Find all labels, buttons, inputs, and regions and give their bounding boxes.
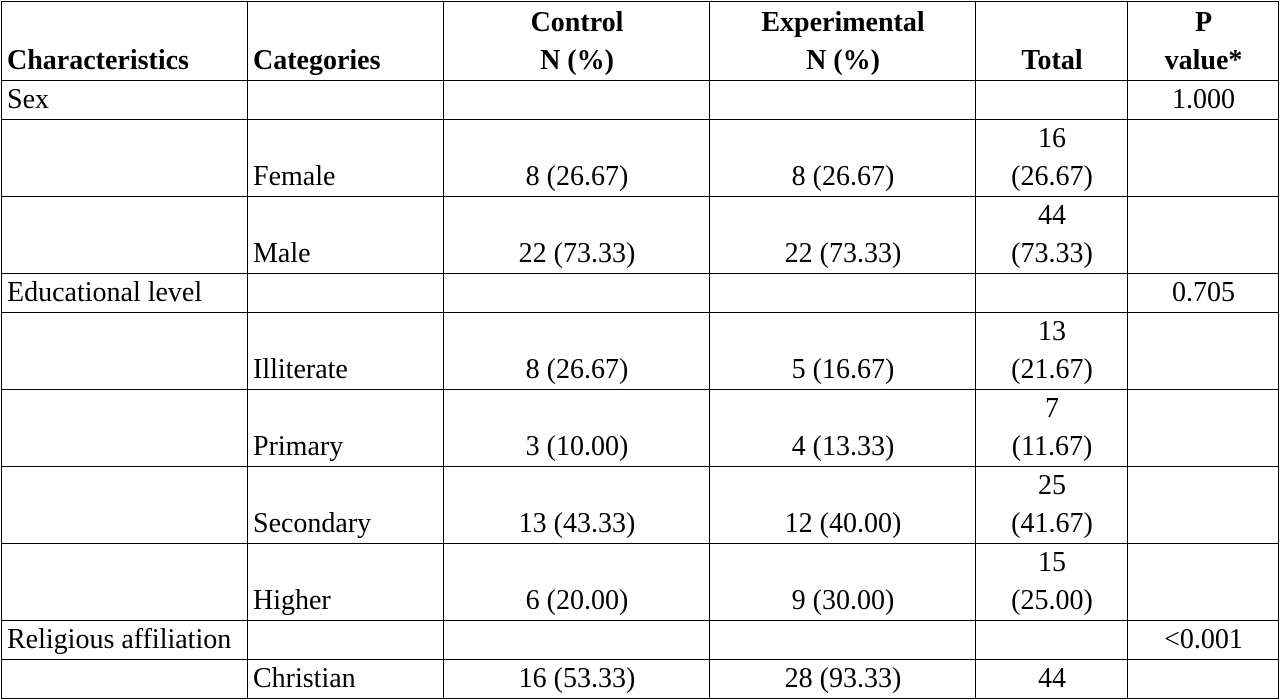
table-row: Christian 16 (53.33) 28 (93.33) 44 — [1, 659, 1279, 699]
experimental-cell: 22 (73.33) — [709, 196, 976, 274]
experimental-cell: 4 (13.33) — [709, 389, 976, 467]
experimental-cell: 5 (16.67) — [709, 312, 976, 390]
category-cell: Higher — [247, 543, 444, 621]
total-cell: 13 (21.67) — [975, 312, 1128, 390]
category-cell: Christian — [247, 659, 444, 699]
header-p-value: P value* — [1127, 1, 1279, 81]
category-cell: Female — [247, 119, 444, 197]
empty-cell — [247, 620, 444, 660]
empty-cell — [1, 466, 248, 544]
control-cell: 22 (73.33) — [443, 196, 710, 274]
empty-cell — [443, 273, 710, 313]
empty-cell — [1127, 389, 1279, 467]
header-total: Total — [975, 1, 1128, 81]
experimental-cell: 28 (93.33) — [709, 659, 976, 699]
group-row-educational-level: Educational level 0.705 — [1, 273, 1279, 313]
category-cell: Primary — [247, 389, 444, 467]
category-cell: Secondary — [247, 466, 444, 544]
empty-cell — [1127, 466, 1279, 544]
header-characteristics: Characteristics — [1, 1, 248, 81]
p-value-cell: 1.000 — [1127, 80, 1279, 120]
control-cell: 8 (26.67) — [443, 119, 710, 197]
experimental-cell: 8 (26.67) — [709, 119, 976, 197]
empty-cell — [1127, 543, 1279, 621]
empty-cell — [1, 312, 248, 390]
empty-cell — [1, 196, 248, 274]
header-row: Characteristics Categories Control N (%)… — [1, 1, 1279, 81]
total-cell: 44 (73.33) — [975, 196, 1128, 274]
empty-cell — [247, 273, 444, 313]
empty-cell — [443, 620, 710, 660]
experimental-cell: 9 (30.00) — [709, 543, 976, 621]
total-cell: 16 (26.67) — [975, 119, 1128, 197]
total-cell: 25 (41.67) — [975, 466, 1128, 544]
group-row-sex: Sex 1.000 — [1, 80, 1279, 120]
control-cell: 6 (20.00) — [443, 543, 710, 621]
characteristic-cell: Religious affiliation — [1, 620, 248, 660]
group-row-religious-affiliation: Religious affiliation <0.001 — [1, 620, 1279, 660]
header-control: Control N (%) — [443, 1, 710, 81]
empty-cell — [1127, 119, 1279, 197]
table-row: Male 22 (73.33) 22 (73.33) 44 (73.33) — [1, 196, 1279, 274]
table-row: Illiterate 8 (26.67) 5 (16.67) 13 (21.67) — [1, 312, 1279, 390]
control-cell: 13 (43.33) — [443, 466, 710, 544]
empty-cell — [1, 659, 248, 699]
empty-cell — [247, 80, 444, 120]
p-value-cell: 0.705 — [1127, 273, 1279, 313]
total-cell: 44 — [975, 659, 1128, 699]
characteristic-cell: Sex — [1, 80, 248, 120]
header-experimental: Experimental N (%) — [709, 1, 976, 81]
empty-cell — [709, 620, 976, 660]
table-row: Higher 6 (20.00) 9 (30.00) 15 (25.00) — [1, 543, 1279, 621]
characteristic-cell: Educational level — [1, 273, 248, 313]
empty-cell — [1, 389, 248, 467]
empty-cell — [709, 273, 976, 313]
control-cell: 3 (10.00) — [443, 389, 710, 467]
control-cell: 16 (53.33) — [443, 659, 710, 699]
total-cell: 15 (25.00) — [975, 543, 1128, 621]
empty-cell — [975, 80, 1128, 120]
empty-cell — [1127, 659, 1279, 699]
empty-cell — [443, 80, 710, 120]
empty-cell — [1127, 312, 1279, 390]
table-row: Female 8 (26.67) 8 (26.67) 16 (26.67) — [1, 119, 1279, 197]
header-categories: Categories — [247, 1, 444, 81]
table-row: Primary 3 (10.00) 4 (13.33) 7 (11.67) — [1, 389, 1279, 467]
empty-cell — [975, 273, 1128, 313]
empty-cell — [709, 80, 976, 120]
empty-cell — [1, 543, 248, 621]
experimental-cell: 12 (40.00) — [709, 466, 976, 544]
p-value-cell: <0.001 — [1127, 620, 1279, 660]
empty-cell — [975, 620, 1128, 660]
total-cell: 7 (11.67) — [975, 389, 1128, 467]
category-cell: Male — [247, 196, 444, 274]
control-cell: 8 (26.67) — [443, 312, 710, 390]
category-cell: Illiterate — [247, 312, 444, 390]
empty-cell — [1127, 196, 1279, 274]
empty-cell — [1, 119, 248, 197]
table-row: Secondary 13 (43.33) 12 (40.00) 25 (41.67… — [1, 466, 1279, 544]
